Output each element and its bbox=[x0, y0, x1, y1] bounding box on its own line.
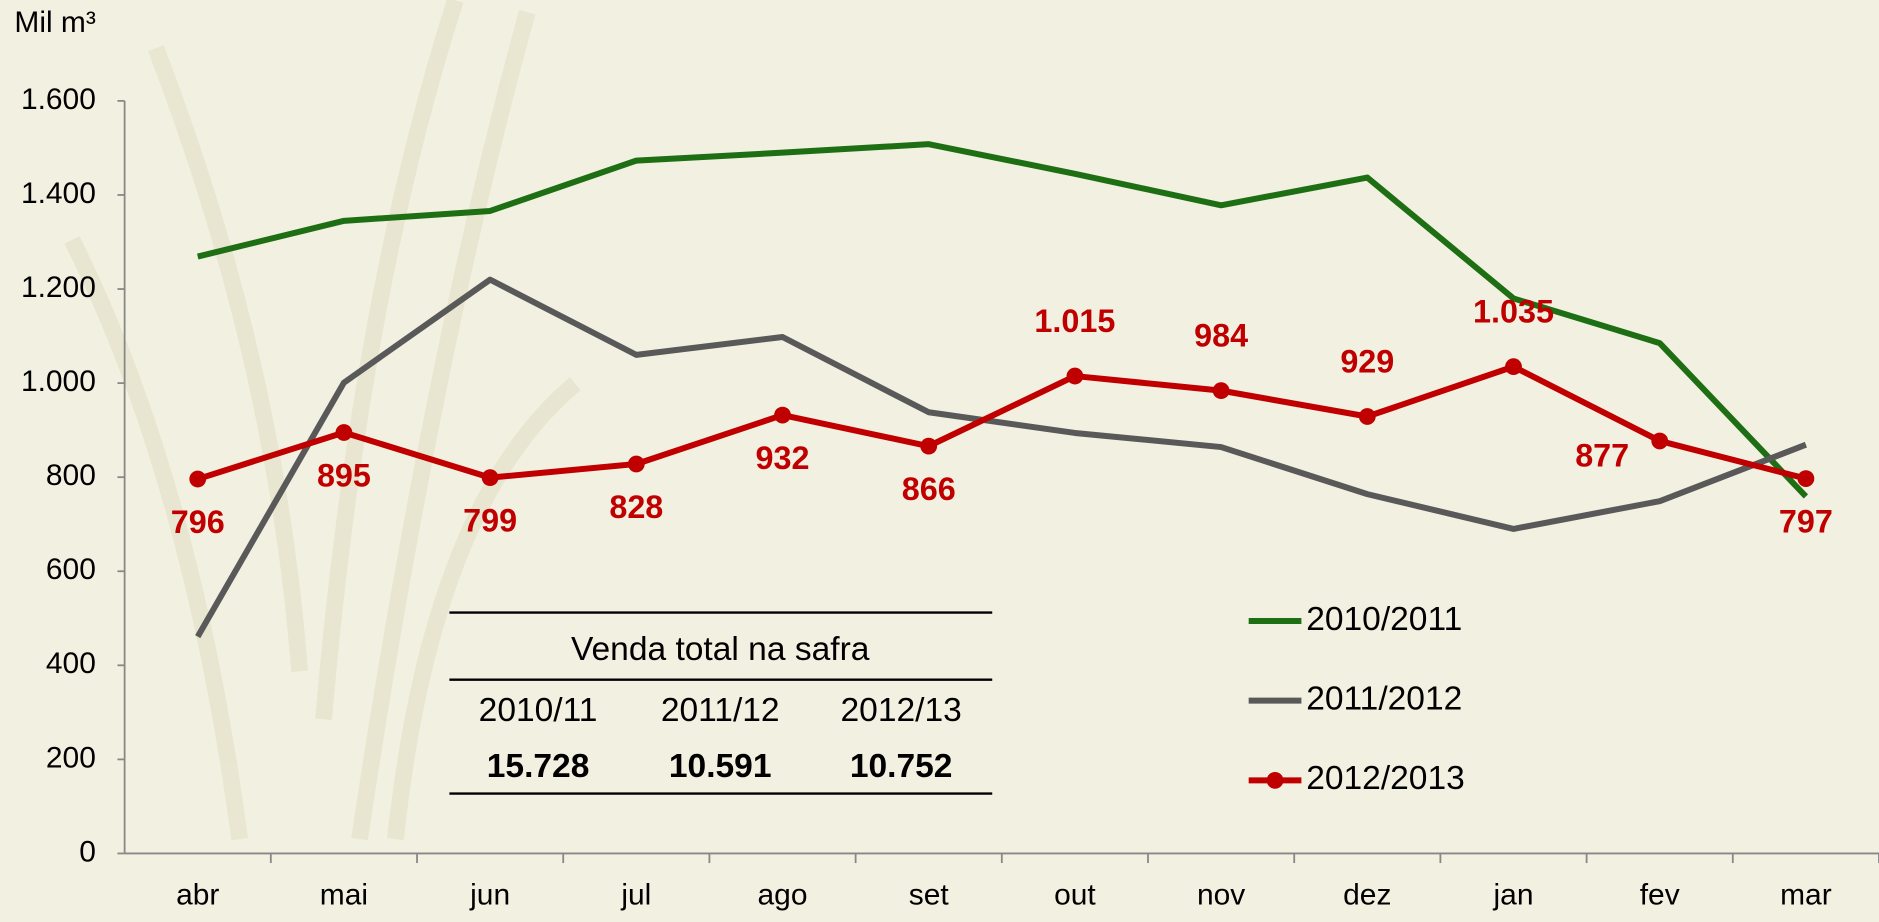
data-label: 797 bbox=[1779, 504, 1833, 540]
table-value: 10.591 bbox=[669, 748, 772, 785]
table-value: 10.752 bbox=[850, 748, 953, 785]
x-tick-label: set bbox=[909, 879, 950, 912]
x-tick-label: mar bbox=[1780, 879, 1832, 912]
y-tick-label: 200 bbox=[46, 741, 96, 774]
x-tick-label: jun bbox=[469, 879, 510, 912]
summary-table: Venda total na safra 2010/11 15.728 2011/1… bbox=[449, 611, 993, 795]
data-label: 796 bbox=[171, 504, 225, 540]
y-tick-label: 0 bbox=[79, 835, 96, 868]
data-label: 895 bbox=[317, 458, 371, 494]
x-tick-label: ago bbox=[758, 879, 808, 912]
legend-label: 2012/2013 bbox=[1306, 760, 1465, 797]
data-label: 828 bbox=[609, 489, 663, 525]
y-tick-label: 1.000 bbox=[21, 365, 96, 398]
x-tick-label: abr bbox=[176, 879, 219, 912]
data-label: 1.015 bbox=[1034, 303, 1115, 339]
data-label: 866 bbox=[902, 471, 956, 507]
x-tick-label: mai bbox=[320, 879, 368, 912]
series-line bbox=[195, 276, 1807, 639]
data-label: 984 bbox=[1194, 317, 1248, 353]
y-tick-label: 1.200 bbox=[21, 271, 96, 304]
x-tick-label: nov bbox=[1197, 879, 1245, 912]
y-axis-label: Mil m³ bbox=[14, 6, 95, 39]
y-tick-label: 1.400 bbox=[21, 177, 96, 210]
series-line bbox=[196, 363, 1807, 482]
data-label: 1.035 bbox=[1473, 293, 1554, 329]
point bbox=[627, 455, 645, 473]
table-title: Venda total na safra bbox=[571, 631, 870, 668]
y-tick-label: 400 bbox=[46, 647, 96, 680]
table-value: 15.728 bbox=[487, 748, 590, 785]
table-header: 2012/13 bbox=[841, 692, 962, 729]
point bbox=[774, 406, 791, 424]
point bbox=[1358, 408, 1376, 425]
point bbox=[1505, 358, 1522, 376]
background-leaves bbox=[64, 0, 581, 841]
data-label: 877 bbox=[1575, 437, 1629, 473]
data-label: 932 bbox=[756, 440, 810, 476]
point bbox=[1066, 367, 1084, 385]
point bbox=[1212, 382, 1230, 400]
y-tick-label: 800 bbox=[46, 459, 96, 492]
point bbox=[920, 437, 938, 455]
y-tick-label: 600 bbox=[46, 553, 96, 586]
x-tick-label: jan bbox=[1493, 879, 1534, 912]
data-label: 799 bbox=[463, 503, 517, 539]
table-header: 2010/11 bbox=[479, 692, 598, 729]
point bbox=[1797, 470, 1815, 487]
legend-label: 2011/2012 bbox=[1306, 681, 1462, 718]
legend-marker bbox=[1266, 771, 1284, 789]
data-label: 929 bbox=[1340, 343, 1394, 379]
point bbox=[335, 424, 353, 441]
legend-label: 2010/2011 bbox=[1306, 601, 1462, 638]
x-tick-label: dez bbox=[1343, 879, 1391, 912]
table-header: 2011/12 bbox=[661, 692, 780, 729]
x-tick-label: out bbox=[1054, 879, 1096, 912]
point bbox=[1651, 432, 1669, 450]
y-tick-label: 1.600 bbox=[21, 83, 96, 116]
x-tick-label: fev bbox=[1640, 879, 1680, 912]
series-line bbox=[197, 141, 1809, 499]
point bbox=[189, 470, 207, 488]
point bbox=[481, 469, 499, 487]
x-tick-label: jul bbox=[620, 879, 651, 912]
